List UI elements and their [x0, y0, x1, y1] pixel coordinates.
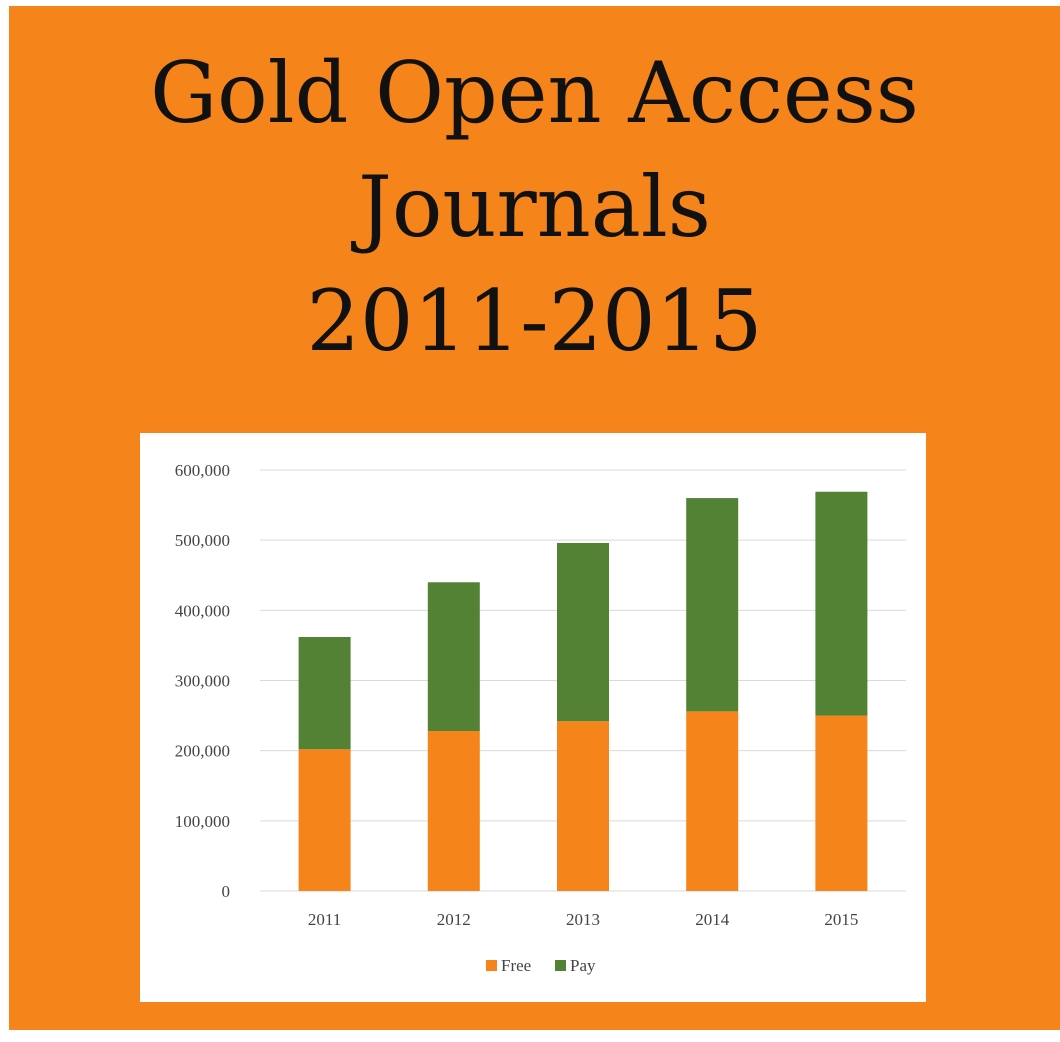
- x-tick-label: 2013: [566, 910, 600, 929]
- y-tick-label: 400,000: [175, 601, 230, 620]
- chart-panel: 0 100,000 200,000 300,000 400,000 500,000 600,…: [140, 433, 926, 1002]
- x-tick-label: 2014: [695, 910, 730, 929]
- bar-pay-2011: [298, 636, 351, 750]
- legend-swatch-pay: [555, 960, 566, 971]
- x-tick-label: 2012: [437, 910, 471, 929]
- y-tick-label: 300,000: [175, 672, 230, 691]
- x-tick-label: 2015: [824, 910, 858, 929]
- title-line-3: 2011-2015: [306, 272, 763, 370]
- legend-label-free: Free: [501, 956, 531, 975]
- stacked-bar-chart: 0 100,000 200,000 300,000 400,000 500,000 600,…: [175, 461, 906, 975]
- bar-pay-2013: [557, 542, 609, 722]
- page-title: Gold Open Access Journals 2011-2015: [9, 36, 1060, 378]
- bar-free-2014: [686, 711, 739, 891]
- bar-free-2012: [427, 731, 480, 891]
- y-tick-label: 200,000: [175, 742, 230, 761]
- bar-pay-2015: [815, 491, 868, 716]
- y-tick-label: 600,000: [175, 461, 230, 480]
- bar-free-2015: [815, 715, 868, 891]
- bar-pay-2012: [427, 582, 480, 732]
- bar-free-2013: [557, 721, 609, 891]
- y-tick-label: 0: [222, 882, 231, 901]
- legend-label-pay: Pay: [570, 956, 596, 975]
- title-line-1: Gold Open Access: [150, 44, 919, 142]
- bar-pay-2014: [686, 498, 739, 712]
- y-tick-label: 100,000: [175, 812, 230, 831]
- bar-free-2011: [298, 749, 351, 891]
- title-line-2: Journals: [358, 158, 711, 256]
- legend-swatch-free: [486, 960, 497, 971]
- x-tick-label: 2011: [308, 910, 341, 929]
- y-tick-label: 500,000: [175, 531, 230, 550]
